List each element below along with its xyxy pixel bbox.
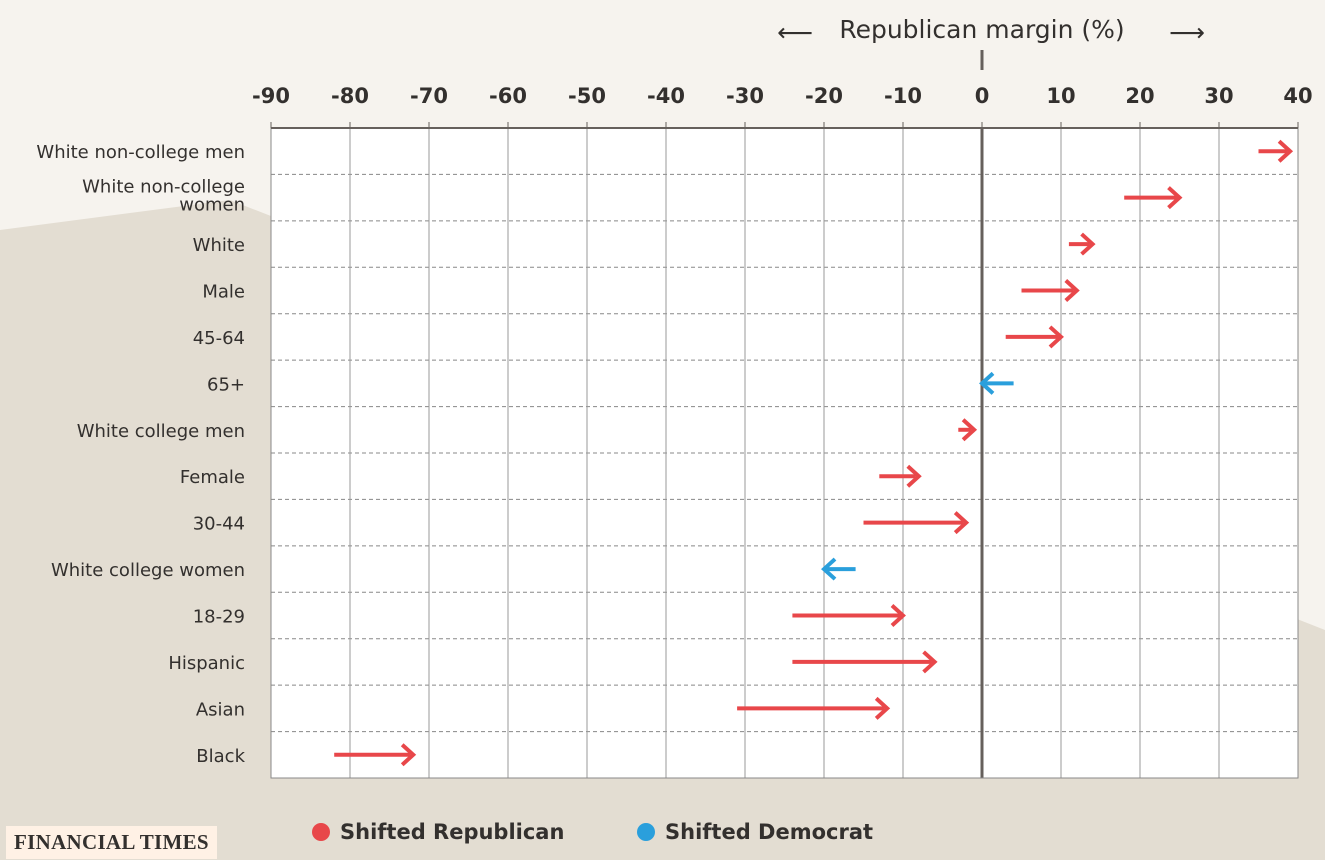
shift-arrow-republican — [1005, 325, 1064, 349]
legend-item-democrat: Shifted Democrat — [637, 820, 873, 844]
row-label: Black — [196, 746, 245, 767]
shift-arrow-republican — [958, 418, 978, 442]
x-tick-label: -40 — [647, 84, 685, 108]
arrow-head — [874, 696, 891, 720]
row-label: Male — [202, 282, 245, 303]
row-label: Hispanic — [168, 653, 245, 674]
arrow-head — [821, 557, 837, 581]
row-label: Asian — [196, 699, 245, 720]
arrow-head — [1048, 325, 1064, 349]
shift-arrow-republican — [334, 743, 417, 767]
arrow-head — [961, 418, 978, 442]
row-label: 30-44 — [193, 514, 245, 535]
x-tick-label: -30 — [726, 84, 764, 108]
x-tick-label: -90 — [252, 84, 290, 108]
shift-arrow-republican — [1258, 139, 1294, 163]
legend-label-republican: Shifted Republican — [340, 820, 565, 844]
arrow-head — [979, 371, 995, 395]
shift-arrow-republican — [1021, 279, 1080, 302]
x-tick-label: -70 — [410, 84, 448, 108]
row-label: White college men — [77, 421, 245, 442]
shift-arrow-republican — [792, 650, 938, 674]
row-label: 18-29 — [193, 607, 245, 628]
brand-logo: FINANCIAL TIMES — [6, 826, 217, 859]
arrow-head — [400, 743, 417, 767]
arrow-head — [906, 464, 922, 488]
arrow-head — [922, 650, 938, 674]
shift-arrow-republican — [1068, 232, 1096, 256]
x-tick-label: -50 — [568, 84, 606, 108]
x-tick-label: 10 — [1046, 84, 1075, 108]
x-tick-label: 20 — [1125, 84, 1154, 108]
gridlines — [270, 127, 1299, 779]
row-label: White — [193, 235, 245, 256]
x-tick-label: -80 — [331, 84, 369, 108]
row-label: 45-64 — [193, 328, 245, 349]
arrow-head — [1277, 139, 1294, 163]
shift-arrow-republican — [1124, 186, 1183, 210]
x-axis-ticks: -90 -80 -70 -60 -50 -40 -30 -20 -10 0 10 20 30 40 — [252, 50, 1313, 129]
x-tick-label: 40 — [1283, 84, 1312, 108]
shift-arrow-republican — [879, 464, 922, 488]
axis-title-group: ⟵ Republican margin (%) ⟶ — [777, 15, 1205, 47]
arrow-head — [953, 511, 970, 535]
x-tick-label: -60 — [489, 84, 527, 108]
row-label: 65+ — [207, 374, 245, 395]
row-label: White non-college women — [82, 177, 245, 216]
arrow-head — [1080, 232, 1096, 256]
arrow-head — [1167, 186, 1183, 210]
row-label: White non-college men — [36, 142, 245, 163]
democrat-dot-icon — [637, 823, 655, 841]
shift-arrow-democrat — [979, 371, 1014, 395]
arrow-head — [890, 604, 906, 627]
x-tick-label: 0 — [975, 84, 990, 108]
shift-arrow-republican — [863, 511, 970, 535]
legend-label-democrat: Shifted Democrat — [665, 820, 874, 844]
axis-title: Republican margin (%) — [839, 15, 1124, 44]
legend-item-republican: Shifted Republican — [312, 820, 564, 844]
shift-arrow-republican — [737, 696, 891, 720]
x-tick-label: -20 — [805, 84, 843, 108]
arrow-head — [1064, 279, 1080, 302]
row-label: Female — [180, 467, 245, 488]
rows: White non-college men White non-college wo… — [36, 139, 1294, 767]
x-tick-label: -10 — [884, 84, 922, 108]
republican-dot-icon — [312, 823, 330, 841]
shift-arrow-democrat — [821, 557, 856, 581]
row-label: White college women — [51, 560, 245, 581]
shift-arrow-republican — [792, 604, 906, 627]
x-tick-label: 30 — [1204, 84, 1233, 108]
axis-arrow-left: ⟵ — [777, 18, 813, 47]
axis-arrow-right: ⟶ — [1169, 18, 1205, 47]
